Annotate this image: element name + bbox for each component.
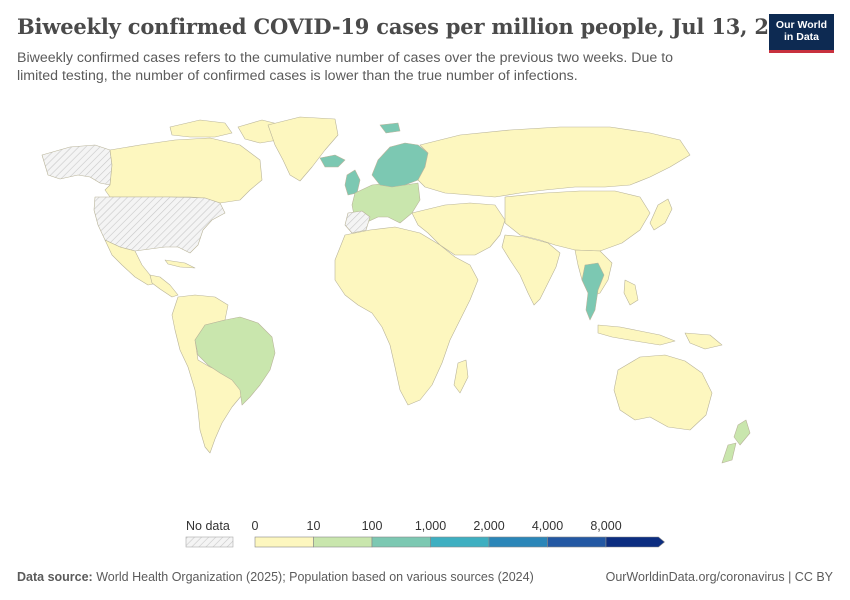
legend-bin-3 bbox=[430, 536, 490, 548]
region-iceland[interactable] bbox=[319, 154, 346, 168]
region-greenland[interactable] bbox=[267, 116, 339, 182]
footer-source-label: Data source: bbox=[17, 570, 93, 584]
region-india[interactable] bbox=[501, 234, 561, 306]
legend-bin-6 bbox=[605, 536, 665, 548]
region-arctic-islands[interactable] bbox=[169, 119, 233, 138]
region-philippines[interactable] bbox=[623, 279, 639, 306]
region-russia[interactable] bbox=[417, 126, 691, 198]
region-caribbean[interactable] bbox=[164, 259, 196, 269]
region-japan[interactable] bbox=[649, 198, 673, 231]
chart-subtitle: Biweekly confirmed cases refers to the c… bbox=[17, 50, 674, 84]
legend-tick-label: 8,000 bbox=[590, 519, 622, 533]
region-new-zealand-2[interactable] bbox=[721, 442, 737, 464]
legend-tick-label: 100 bbox=[361, 519, 383, 533]
owid-logo[interactable]: Our World in Data bbox=[769, 14, 834, 53]
logo-line1: Our World bbox=[775, 19, 828, 31]
legend-tick-label: 0 bbox=[251, 519, 259, 533]
world-map[interactable] bbox=[0, 105, 850, 510]
region-indonesia[interactable] bbox=[597, 324, 676, 346]
region-canada[interactable] bbox=[104, 137, 263, 204]
region-svalbard[interactable] bbox=[379, 122, 401, 134]
footer-source-text: World Health Organization (2025); Popula… bbox=[96, 570, 534, 584]
footer-link[interactable]: OurWorldinData.org/coronavirus | CC BY bbox=[605, 570, 833, 584]
region-brazil[interactable] bbox=[194, 316, 276, 406]
legend-tick-label: 1,000 bbox=[414, 519, 447, 533]
region-africa[interactable] bbox=[334, 226, 479, 406]
region-alaska[interactable] bbox=[41, 144, 113, 186]
region-thailand[interactable] bbox=[581, 262, 605, 321]
legend-tick-label: 2,000 bbox=[473, 519, 505, 533]
legend-bin-1 bbox=[313, 536, 373, 548]
legend-tick-label: 10 bbox=[306, 519, 321, 533]
legend-bin-2 bbox=[371, 536, 431, 548]
region-central-america[interactable] bbox=[149, 274, 179, 298]
chart-title: Biweekly confirmed COVID-19 cases per mi… bbox=[17, 14, 813, 39]
region-australia[interactable] bbox=[613, 354, 713, 431]
region-new-guinea[interactable] bbox=[684, 332, 723, 350]
region-middle-east[interactable] bbox=[411, 202, 506, 256]
legend-bin-5 bbox=[547, 536, 607, 548]
footer-source: Data source: World Health Organization (… bbox=[17, 570, 534, 584]
region-madagascar[interactable] bbox=[453, 359, 469, 394]
legend-nodata-label: No data bbox=[186, 519, 230, 533]
legend-bin-0 bbox=[254, 536, 314, 548]
logo-line2: in Data bbox=[783, 31, 819, 43]
legend-tick-label: 4,000 bbox=[531, 519, 564, 533]
legend-nodata-swatch bbox=[185, 536, 234, 548]
region-china[interactable] bbox=[504, 190, 651, 252]
legend bbox=[0, 512, 850, 557]
region-uk[interactable] bbox=[344, 169, 361, 196]
region-iberia[interactable] bbox=[344, 210, 371, 234]
region-new-zealand[interactable] bbox=[733, 419, 751, 446]
legend-bin-4 bbox=[488, 536, 548, 548]
